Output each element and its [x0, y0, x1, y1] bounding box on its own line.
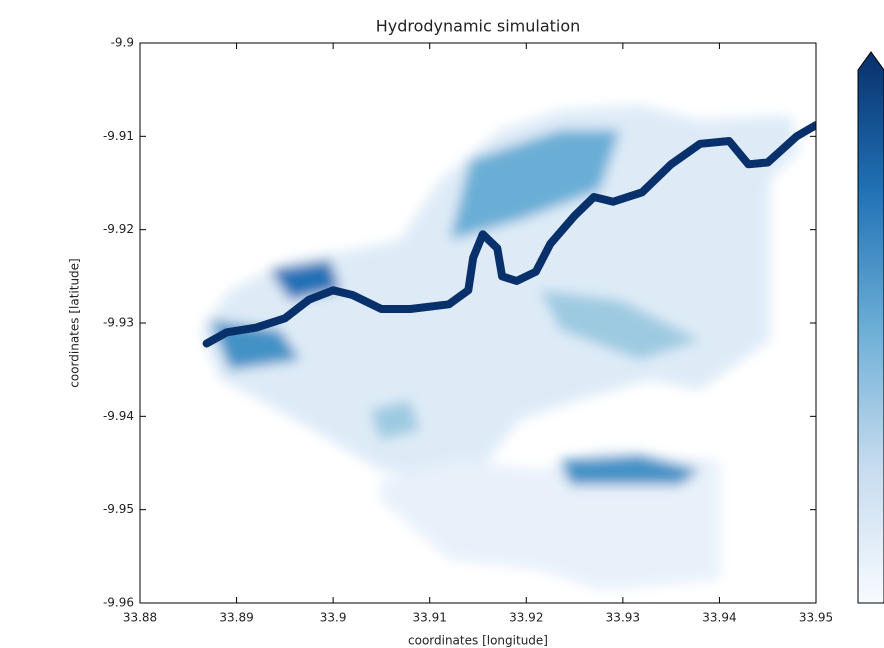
- colorbar: [857, 51, 884, 604]
- y-tick-label: -9.9: [111, 36, 134, 50]
- x-tick-label: 33.94: [702, 611, 736, 625]
- y-tick-label: -9.95: [103, 502, 134, 516]
- x-tick-label: 33.9: [320, 611, 347, 625]
- y-tick-label: -9.94: [103, 409, 134, 423]
- chart-title: Hydrodynamic simulation: [376, 17, 581, 36]
- shallow-water: [200, 105, 800, 480]
- flood-field: [200, 105, 800, 590]
- river: [202, 121, 816, 348]
- x-tick-label: 33.91: [413, 611, 447, 625]
- x-axis-label: coordinates [longitude]: [408, 634, 548, 648]
- x-tick-label: 33.89: [219, 611, 253, 625]
- mid-water: [540, 290, 700, 360]
- x-tick-label: 33.88: [123, 611, 157, 625]
- x-tick-label: 33.93: [606, 611, 640, 625]
- mid-water: [450, 130, 620, 240]
- y-tick-label: -9.91: [103, 129, 134, 143]
- x-tick-label: 33.92: [509, 611, 543, 625]
- y-tick-label: -9.93: [103, 316, 134, 330]
- mid-water: [560, 455, 700, 485]
- y-axis-label: coordinates [latitude]: [68, 258, 82, 387]
- x-tick-label: 33.95: [799, 611, 833, 625]
- mid-water: [370, 400, 420, 440]
- y-tick-label: -9.96: [103, 596, 134, 610]
- y-tick-label: -9.92: [103, 222, 134, 236]
- deep-water: [270, 260, 340, 300]
